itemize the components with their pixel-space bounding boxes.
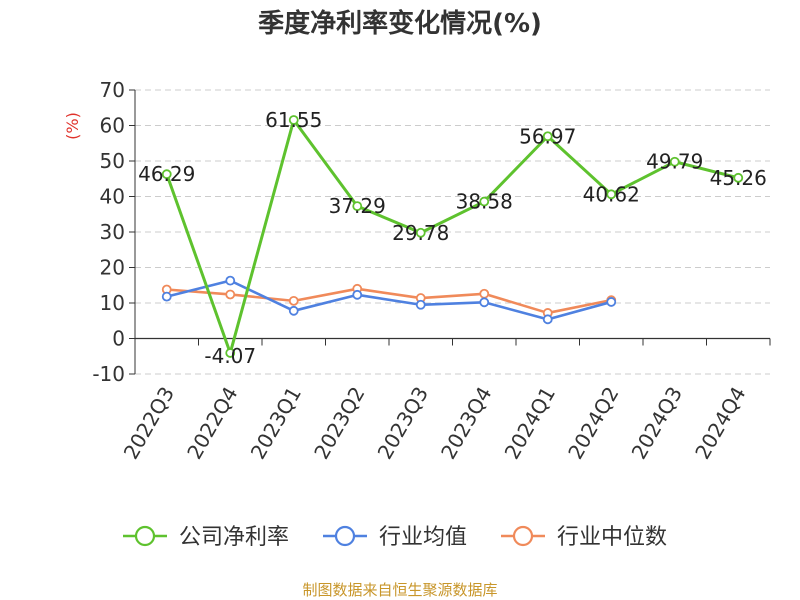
data-point [288, 305, 299, 316]
data-label: 49.79 [646, 150, 703, 174]
x-tick-label: 2022Q3 [119, 383, 179, 464]
data-point [288, 295, 299, 306]
y-tick-label: 70 [100, 78, 125, 102]
legend-label: 行业中位数 [557, 525, 667, 550]
series-line [166, 287, 612, 315]
legend-marker [334, 525, 356, 547]
data-point [479, 297, 490, 308]
legend-label: 行业均值 [379, 525, 467, 550]
legend-marker [134, 525, 156, 547]
source-footer: 制图数据来自恒生聚源数据库 [302, 581, 497, 599]
data-point [733, 172, 744, 183]
x-tick-label: 2024Q1 [500, 383, 560, 464]
series-line [166, 279, 612, 321]
y-tick-label: 50 [100, 149, 125, 173]
data-point [479, 288, 490, 299]
data-point [542, 314, 553, 325]
data-point [669, 156, 680, 167]
x-tick-label: 2023Q2 [309, 383, 369, 464]
y-tick-label: 10 [100, 291, 125, 315]
data-label: 45.26 [710, 166, 767, 190]
x-tick-label: 2024Q2 [563, 383, 623, 464]
data-point [288, 115, 299, 125]
data-label: -4.07 [204, 344, 256, 368]
series-line [165, 118, 739, 355]
legend-marker [512, 525, 534, 547]
data-point [161, 169, 172, 180]
data-point [161, 291, 172, 302]
y-tick-label: 30 [100, 220, 125, 244]
y-axis-ticks: 70 60 50 40 30 20 10 0 -10 [92, 78, 136, 386]
y-tick-label: 0 [112, 327, 125, 351]
data-point [225, 275, 236, 286]
data-point [225, 289, 236, 300]
data-label: 46.29 [138, 162, 195, 186]
data-point [415, 299, 426, 310]
x-tick-label: 2024Q3 [627, 383, 687, 464]
data-point [479, 196, 490, 207]
data-point [415, 227, 426, 238]
data-label: 38.58 [456, 190, 513, 214]
chart-title: 季度净利率变化情况(%) [258, 8, 542, 39]
data-label: 37.29 [329, 194, 386, 218]
grid-lines [135, 89, 770, 375]
legend-label: 公司净利率 [179, 525, 289, 550]
x-tick-label: 2023Q1 [246, 383, 306, 464]
data-label: 40.62 [583, 182, 640, 206]
data-point [606, 297, 617, 307]
y-tick-label: 40 [100, 185, 125, 209]
data-label: 29.78 [392, 221, 449, 245]
data-point [352, 289, 363, 300]
data-point [606, 189, 617, 200]
y-tick-label: 20 [100, 256, 125, 280]
x-tick-label: 2023Q4 [436, 383, 496, 464]
x-tick-label: 2022Q4 [182, 383, 242, 464]
data-point [542, 131, 553, 142]
y-tick-label: 60 [100, 114, 125, 138]
y-axis-label: (%) [63, 112, 82, 140]
data-label: 56.97 [519, 124, 576, 148]
data-point [225, 348, 236, 358]
y-tick-label: -10 [92, 362, 125, 386]
data-point [352, 201, 363, 212]
x-tick-label: 2023Q3 [373, 383, 433, 464]
series-layer [161, 115, 744, 358]
x-tick-label: 2024Q4 [690, 383, 750, 464]
data-label: 61.55 [265, 108, 322, 132]
legend: 公司净利率 行业均值 行业中位数 [123, 525, 667, 550]
